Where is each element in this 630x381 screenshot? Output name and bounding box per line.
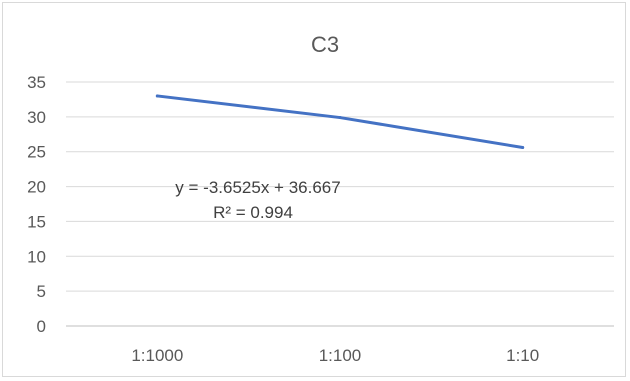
data-point [521, 146, 525, 150]
series-layer [155, 94, 525, 150]
x-tick-label: 1:10 [506, 346, 539, 365]
data-point [338, 116, 342, 120]
series-line [155, 94, 525, 150]
y-tick-label: 15 [27, 212, 46, 231]
data-point [155, 94, 159, 98]
x-tick-label: 1:1000 [131, 346, 183, 365]
y-tick-label: 5 [37, 282, 46, 301]
y-tick-label: 10 [27, 247, 46, 266]
x-axis-ticks: 1:1000 1:100 1:10 [131, 346, 539, 365]
chart-frame [2, 2, 626, 377]
y-axis-ticks: 0 5 10 15 20 25 30 35 [27, 73, 46, 336]
y-tick-label: 30 [27, 108, 46, 127]
gridlines [66, 81, 614, 327]
chart-title: C3 [311, 32, 339, 57]
x-tick-label: 1:100 [319, 346, 362, 365]
trendline-equation: y = -3.6525x + 36.667 [175, 178, 340, 197]
trendline-r-squared: R² = 0.994 [213, 203, 293, 222]
y-tick-label: 0 [37, 317, 46, 336]
y-tick-label: 20 [27, 178, 46, 197]
y-tick-label: 35 [27, 73, 46, 92]
y-tick-label: 25 [27, 143, 46, 162]
